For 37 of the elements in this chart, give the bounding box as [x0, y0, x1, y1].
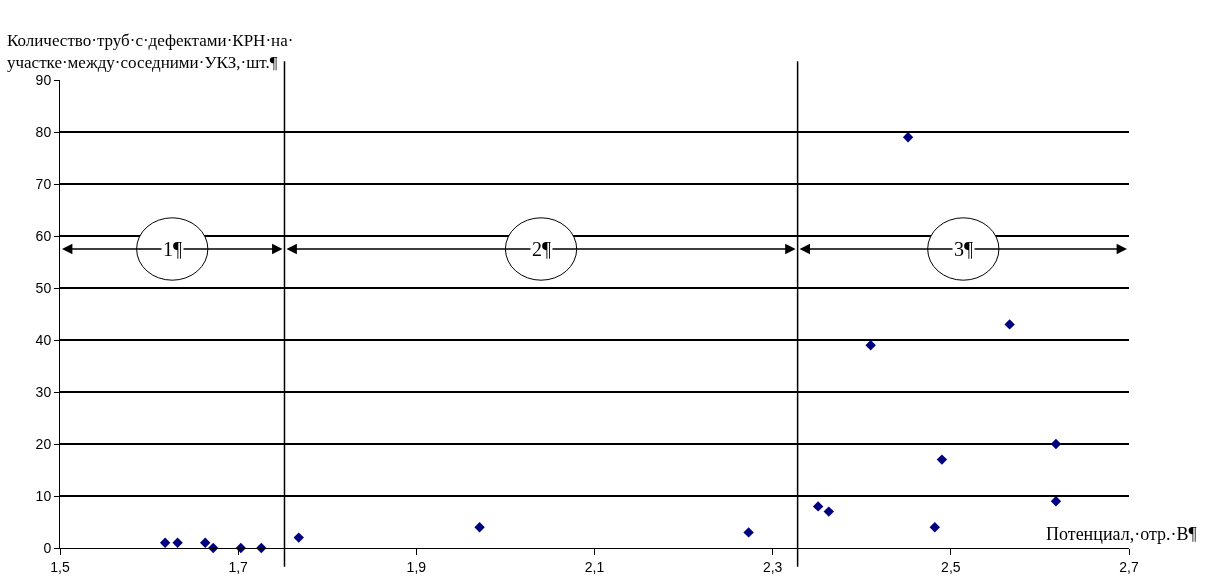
x-tick-label: 2,7: [1119, 558, 1139, 575]
x-axis-title: Потенциал,·отр.·В¶: [1046, 524, 1197, 544]
y-tick-label: 20: [35, 435, 52, 452]
point: [474, 522, 485, 533]
y-tick-label: 50: [35, 279, 52, 296]
x-tick-label: 2,1: [584, 558, 605, 575]
y-tick-label: 40: [35, 331, 52, 348]
point: [743, 527, 754, 538]
point: [936, 454, 948, 465]
y-tick-label: 70: [35, 175, 52, 192]
point: [812, 501, 824, 512]
y-tick-label: 0: [43, 539, 52, 556]
y-tick-label: 60: [35, 227, 52, 244]
point: [1050, 496, 1062, 507]
point: [293, 532, 304, 543]
x-tick-label: 1,9: [406, 558, 427, 575]
point: [1004, 319, 1015, 330]
x-tick-label: 2,5: [941, 558, 961, 575]
x-tick-label: 1,5: [50, 558, 70, 575]
y-axis-title: Количество·труб·с·дефектами·КРН·на· участке·между·соседними·УКЗ,·шт.¶: [7, 31, 294, 73]
annotation: 1¶: [163, 238, 183, 260]
y-tick-label: 30: [35, 383, 52, 400]
annotation: 3¶: [954, 238, 974, 260]
y-tick-label: 90: [35, 71, 52, 88]
y-tick-label: 80: [35, 123, 52, 140]
point: [159, 537, 171, 548]
point: [172, 537, 183, 548]
point: [1050, 438, 1062, 450]
point: [865, 340, 876, 351]
point: [929, 522, 940, 533]
point: [902, 132, 914, 143]
point: [200, 537, 211, 548]
annotation: 2¶: [532, 238, 552, 260]
x-tick-label: 1,7: [228, 558, 249, 575]
point: [823, 506, 834, 517]
y-tick-label: 10: [35, 487, 52, 504]
x-tick-label: 2,3: [762, 558, 783, 575]
